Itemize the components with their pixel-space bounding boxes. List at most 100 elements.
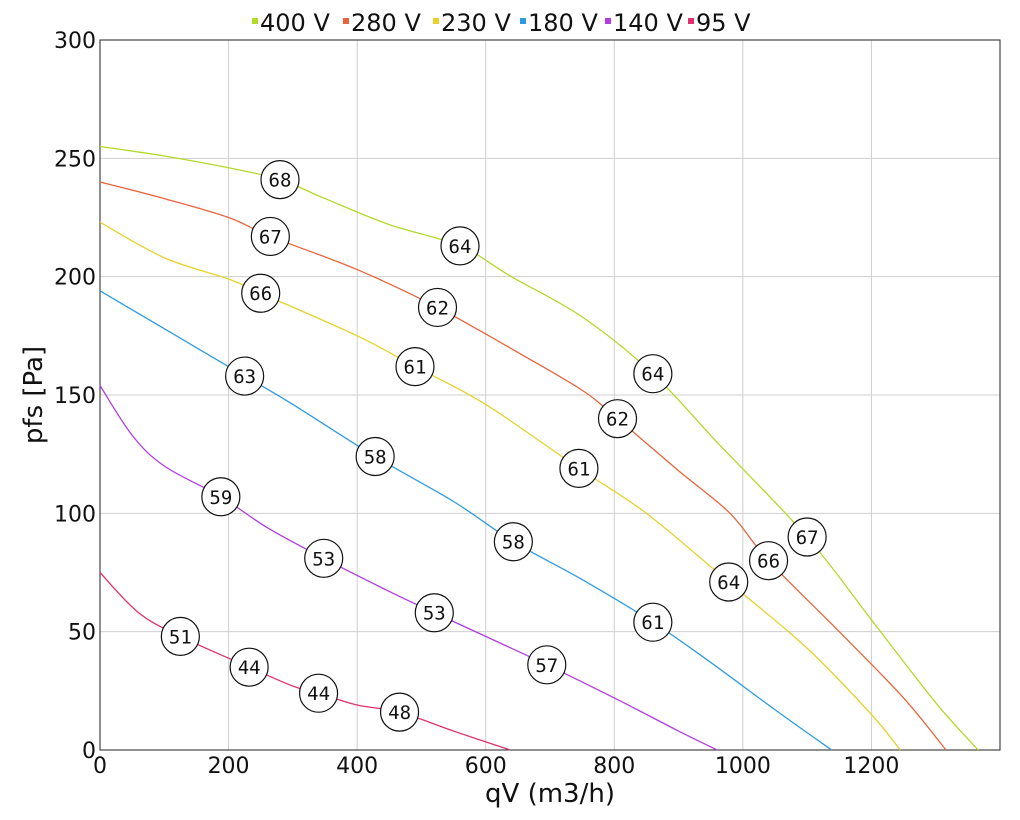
y-tick-label: 300 [54,29,96,54]
legend-item: 140 V [605,9,683,37]
series-line-0 [99,145,979,751]
series-lines [99,145,979,751]
marker-circle [559,448,599,488]
legend-label: 280 V [351,9,421,37]
y-tick-label: 50 [68,621,96,646]
marker-label: 62 [606,409,629,431]
marker-circle [201,477,241,517]
marker-label: 58 [502,532,525,554]
legend-item: 95 V [688,9,751,37]
marker-circle [225,356,265,396]
marker-label: 48 [388,702,411,724]
efficiency-marker: 44 [298,673,339,713]
marker-label: 66 [249,283,272,305]
y-axis-title: pfs [Pa] [19,346,49,444]
efficiency-marker: 67 [250,216,290,257]
marker-circle [787,517,827,557]
x-tick-label: 800 [593,754,635,779]
y-tick-label: 150 [54,384,96,409]
marker-label: 61 [567,458,590,480]
y-tick-label: 0 [82,739,96,764]
efficiency-marker: 59 [201,477,241,517]
efficiency-marker: 63 [225,356,265,396]
marker-label: 44 [307,683,330,705]
marker-label: 62 [426,297,449,319]
legend-item: 280 V [343,9,421,37]
efficiency-marker: 61 [559,448,599,488]
marker-label: 51 [169,626,192,648]
efficiency-marker: 51 [160,616,200,657]
x-tick-label: 1000 [715,754,771,779]
marker-circle [379,692,420,732]
legend-item: 180 V [520,9,598,37]
efficiency-marker: 64 [709,562,749,602]
marker-circle [597,399,638,439]
marker-label: 67 [259,226,282,248]
x-tick-label: 600 [465,754,507,779]
efficiency-marker: 53 [414,593,454,633]
marker-label: 53 [312,548,335,570]
efficiency-marker: 66 [748,541,789,581]
marker-circle [160,616,200,657]
legend-label: 400 V [260,9,330,37]
marker-circle [250,216,290,257]
efficiency-marker: 62 [597,399,638,439]
legend-item: 230 V [433,9,511,37]
marker-label: 67 [796,527,819,549]
marker-circle [304,538,344,578]
marker-label: 64 [717,572,740,594]
marker-label: 63 [233,366,256,388]
efficiency-marker: 61 [633,602,673,642]
marker-label: 59 [209,487,232,509]
series-line-5 [99,572,511,751]
x-axis-ticks: 0 200 400 600 800 1000 1200 [93,754,899,779]
efficiency-marker: 58 [355,436,395,477]
legend-swatch [520,18,526,24]
legend: 400 V 280 V 230 V 180 V 140 V 95 V [252,9,751,37]
marker-circle [241,273,281,313]
efficiency-marker: 61 [395,347,435,387]
x-tick-label: 1200 [843,754,899,779]
efficiency-marker: 64 [440,226,480,266]
series-line-2 [99,221,901,751]
marker-circle [414,593,454,633]
efficiency-marker: 62 [417,287,458,328]
series-line-3 [99,290,832,751]
marker-label: 53 [423,603,446,625]
marker-circle [748,541,789,581]
legend-swatch [605,18,611,24]
legend-label: 140 V [613,9,683,37]
legend-swatch [688,18,694,24]
y-tick-label: 200 [54,266,96,291]
efficiency-marker: 44 [229,647,269,687]
marker-circle [229,647,269,687]
efficiency-marker: 58 [493,522,533,562]
legend-label: 230 V [441,9,511,37]
marker-label: 64 [641,364,664,386]
marker-label: 68 [269,170,292,192]
legend-label: 95 V [696,9,751,37]
legend-swatch [252,18,258,24]
legend-swatch [433,18,439,24]
marker-label: 61 [404,357,427,379]
series-line-4 [99,385,718,751]
marker-circle [709,562,749,602]
grid [100,40,1000,750]
marker-circle [633,602,673,642]
efficiency-marker: 57 [527,645,567,685]
marker-circle [298,673,339,713]
y-tick-label: 100 [54,502,96,527]
efficiency-marker: 53 [304,538,344,578]
marker-circle [260,160,300,200]
x-axis-title: qV (m3/h) [485,779,615,809]
marker-circle [440,226,480,266]
marker-label: 44 [238,657,261,679]
marker-label: 61 [641,612,664,634]
marker-label: 64 [449,236,472,258]
efficiency-markers: 68 64 64 67 67 62 62 66 66 61 61 64 63 58 58 61 59 53 53 57… [160,160,827,732]
marker-circle [527,645,567,685]
y-tick-label: 250 [54,147,96,172]
marker-label: 57 [535,655,558,677]
efficiency-marker: 48 [379,692,420,732]
